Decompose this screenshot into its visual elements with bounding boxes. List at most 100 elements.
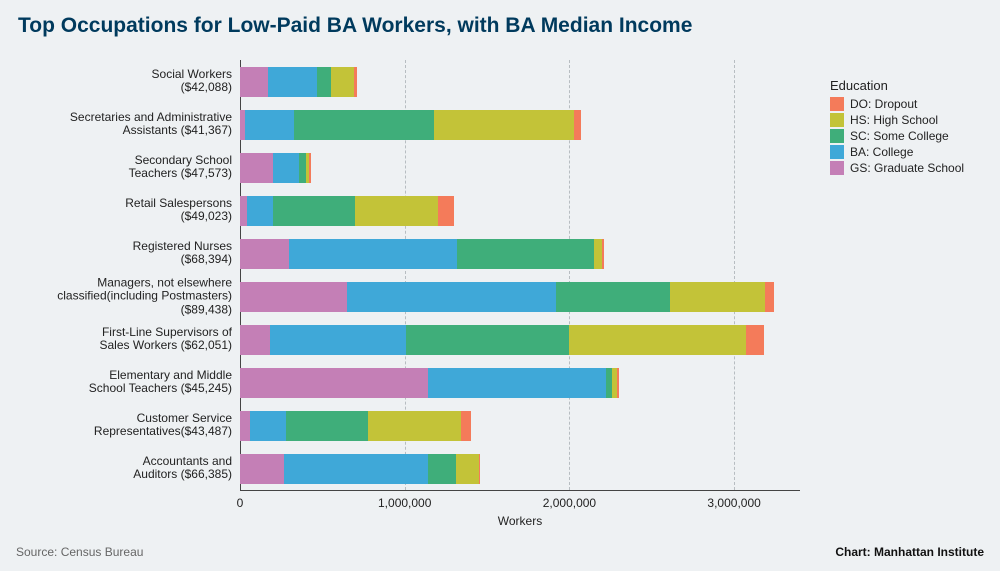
legend-item: SC: Some College [830, 129, 964, 143]
credit-prefix: Chart: [835, 545, 874, 559]
stacked-bar [240, 325, 764, 355]
bar-segment-sc [428, 454, 456, 484]
source-prefix: Source: [16, 545, 61, 559]
stacked-bar [240, 196, 454, 226]
bar-segment-do [617, 368, 619, 398]
bar-segment-do [746, 325, 764, 355]
bar-segment-gs [240, 454, 284, 484]
bar-segment-sc [299, 153, 306, 183]
bar-row: Retail Salespersons ($49,023) [240, 196, 800, 226]
bar-segment-ba [247, 196, 273, 226]
bar-segment-hs [434, 110, 574, 140]
bar-segment-hs [331, 67, 354, 97]
bar-segment-sc [606, 368, 613, 398]
legend-item: BA: College [830, 145, 964, 159]
category-label: Customer Service Representatives($43,487… [8, 412, 240, 440]
legend-swatch [830, 97, 844, 111]
category-label: Registered Nurses ($68,394) [8, 240, 240, 268]
legend-swatch [830, 113, 844, 127]
bar-segment-ba [428, 368, 606, 398]
bar-segment-hs [569, 325, 745, 355]
bar-row: Customer Service Representatives($43,487… [240, 411, 800, 441]
bar-segment-ba [284, 454, 427, 484]
source-text: Source: Census Bureau [16, 545, 143, 559]
bar-row: Secondary School Teachers ($47,573) [240, 153, 800, 183]
bar-segment-hs [456, 454, 479, 484]
legend-title: Education [830, 78, 964, 93]
bar-segment-gs [240, 282, 347, 312]
bar-segment-do [461, 411, 471, 441]
bar-segment-sc [406, 325, 569, 355]
legend-swatch [830, 145, 844, 159]
bar-segment-gs [240, 67, 268, 97]
legend-swatch [830, 129, 844, 143]
stacked-bar [240, 153, 311, 183]
bar-row: Elementary and Middle School Teachers ($… [240, 368, 800, 398]
legend-item: HS: High School [830, 113, 964, 127]
bar-segment-hs [670, 282, 766, 312]
legend-item: GS: Graduate School [830, 161, 964, 175]
category-label: First-Line Supervisors of Sales Workers … [8, 326, 240, 354]
bar-segment-sc [286, 411, 368, 441]
bar-segment-gs [240, 196, 247, 226]
credit-value: Manhattan Institute [874, 545, 984, 559]
x-tick-label: 3,000,000 [707, 490, 760, 510]
bar-segment-ba [289, 239, 457, 269]
stacked-bar [240, 67, 357, 97]
bar-segment-gs [240, 153, 273, 183]
stacked-bar [240, 110, 581, 140]
bar-row: First-Line Supervisors of Sales Workers … [240, 325, 800, 355]
source-value: Census Bureau [61, 545, 144, 559]
stacked-bar [240, 454, 480, 484]
bar-segment-ba [270, 325, 407, 355]
stacked-bar [240, 282, 774, 312]
category-label: Elementary and Middle School Teachers ($… [8, 369, 240, 397]
bar-row: Accountants and Auditors ($66,385) [240, 454, 800, 484]
stacked-bar [240, 411, 471, 441]
bar-segment-do [765, 282, 773, 312]
bar-segment-ba [347, 282, 556, 312]
bar-segment-ba [250, 411, 286, 441]
legend: Education DO: Dropout HS: High School SC: … [830, 78, 964, 177]
legend-label: GS: Graduate School [850, 161, 964, 175]
bar-segment-gs [240, 239, 289, 269]
bar-segment-sc [294, 110, 434, 140]
chart-credit: Chart: Manhattan Institute [835, 545, 984, 559]
x-tick-label: 2,000,000 [543, 490, 596, 510]
bar-segment-gs [240, 368, 428, 398]
legend-label: DO: Dropout [850, 97, 917, 111]
bar-segment-ba [273, 153, 299, 183]
bar-segment-sc [457, 239, 594, 269]
bar-segment-do [574, 110, 581, 140]
category-label: Retail Salespersons ($49,023) [8, 197, 240, 225]
x-axis-line [240, 490, 800, 491]
bar-segment-do [438, 196, 454, 226]
bar-segment-hs [594, 239, 602, 269]
bar-row: Managers, not elsewhere classified(inclu… [240, 282, 800, 312]
bar-segment-sc [273, 196, 355, 226]
x-tick-label: 1,000,000 [378, 490, 431, 510]
bar-segment-ba [268, 67, 317, 97]
bar-segment-gs [240, 325, 270, 355]
legend-swatch [830, 161, 844, 175]
bar-segment-hs [368, 411, 460, 441]
legend-label: SC: Some College [850, 129, 949, 143]
bar-segment-gs [240, 411, 250, 441]
category-label: Secretaries and Administrative Assistant… [8, 111, 240, 139]
legend-label: BA: College [850, 145, 913, 159]
bar-segment-hs [355, 196, 437, 226]
category-label: Accountants and Auditors ($66,385) [8, 455, 240, 483]
bar-segment-sc [317, 67, 330, 97]
x-tick-label: 0 [237, 490, 244, 510]
category-label: Managers, not elsewhere classified(inclu… [8, 276, 240, 317]
plot-region: 01,000,0002,000,0003,000,000WorkersSocia… [240, 60, 800, 490]
bar-segment-do [354, 67, 357, 97]
stacked-bar [240, 239, 604, 269]
bar-segment-do [479, 454, 481, 484]
bar-row: Registered Nurses ($68,394) [240, 239, 800, 269]
bar-segment-do [309, 153, 311, 183]
legend-item: DO: Dropout [830, 97, 964, 111]
legend-label: HS: High School [850, 113, 938, 127]
chart-title: Top Occupations for Low-Paid BA Workers,… [18, 14, 692, 38]
stacked-bar [240, 368, 619, 398]
